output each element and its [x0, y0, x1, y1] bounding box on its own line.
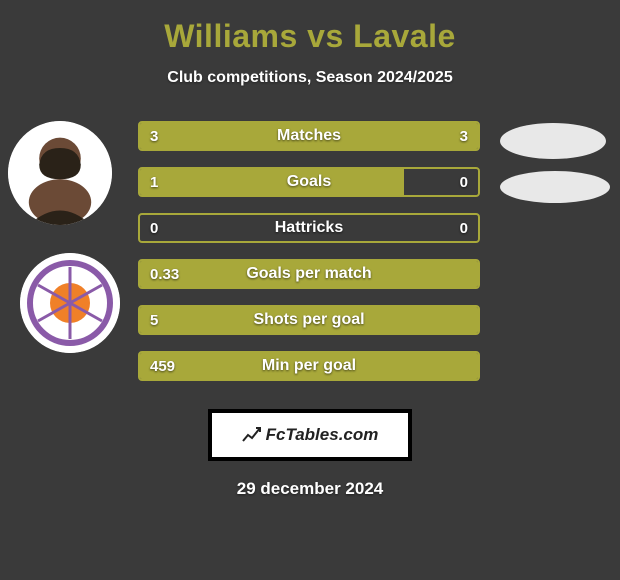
footer-date: 29 december 2024 — [0, 479, 620, 499]
bar-row: 459Min per goal — [138, 351, 480, 381]
bar-row: 5Shots per goal — [138, 305, 480, 335]
bars-container: 3Matches31Goals00Hattricks00.33Goals per… — [138, 121, 480, 397]
bar-label: Matches — [140, 123, 478, 149]
bar-label: Hattricks — [140, 215, 478, 241]
bar-value-right: 0 — [460, 215, 468, 241]
right-oval-1 — [500, 123, 606, 159]
club-badge — [20, 253, 120, 353]
player-avatar-icon — [8, 121, 112, 225]
bar-label: Goals per match — [140, 261, 478, 287]
bar-row: 3Matches3 — [138, 121, 480, 151]
chart-up-icon — [242, 426, 262, 444]
bar-value-right: 0 — [460, 169, 468, 195]
footer-logo-label: FcTables.com — [266, 425, 379, 445]
footer-logo: FcTables.com — [208, 409, 412, 461]
bar-value-right: 3 — [460, 123, 468, 149]
bar-label: Min per goal — [140, 353, 478, 379]
bar-label: Goals — [140, 169, 478, 195]
bar-row: 0Hattricks0 — [138, 213, 480, 243]
comparison-chart: 3Matches31Goals00Hattricks00.33Goals per… — [0, 121, 620, 391]
bar-row: 0.33Goals per match — [138, 259, 480, 289]
bar-label: Shots per goal — [140, 307, 478, 333]
club-badge-icon — [20, 253, 120, 353]
page-subtitle: Club competitions, Season 2024/2025 — [0, 69, 620, 87]
page-title: Williams vs Lavale — [0, 18, 620, 55]
footer-logo-text: FcTables.com — [242, 425, 379, 445]
right-oval-2 — [500, 171, 610, 203]
player-avatar — [8, 121, 112, 225]
page: Williams vs Lavale Club competitions, Se… — [0, 0, 620, 580]
bar-row: 1Goals0 — [138, 167, 480, 197]
